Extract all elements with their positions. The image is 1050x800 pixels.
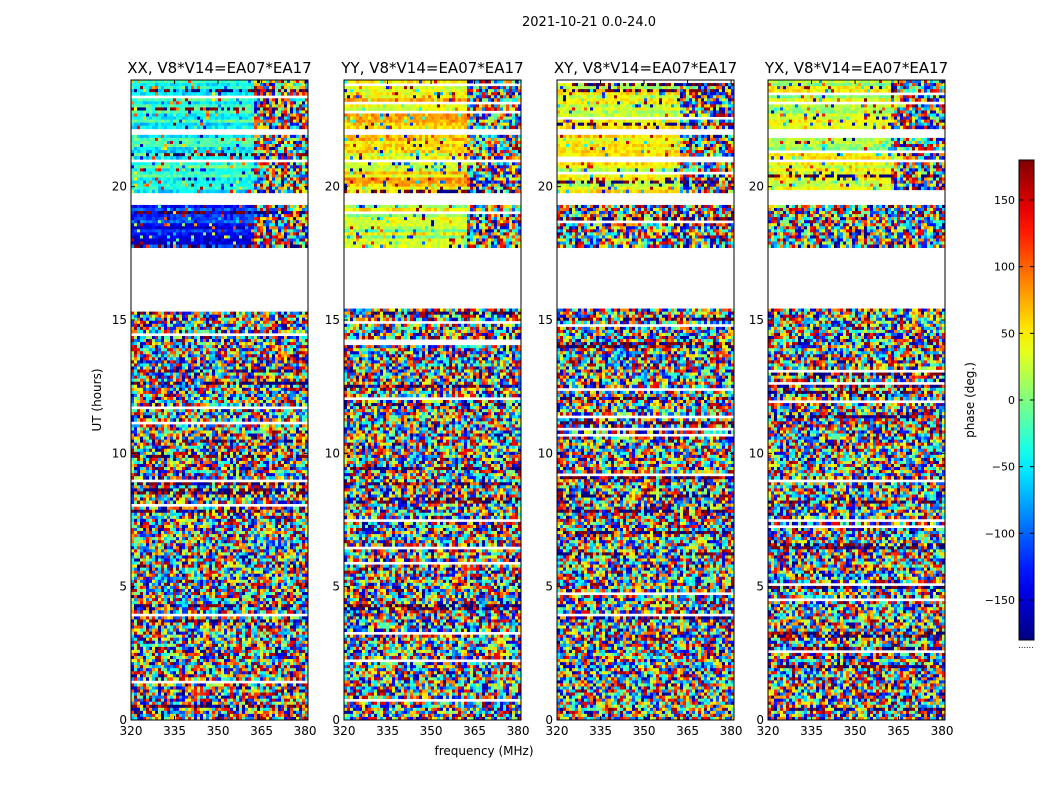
heatmap-cells	[131, 80, 308, 720]
y-tick-label: 5	[756, 580, 764, 594]
colorbar-tick-label: 0	[1008, 394, 1015, 407]
panel-frame	[767, 79, 946, 721]
panel-frame	[130, 79, 309, 721]
x-tick-label: 320	[757, 724, 780, 738]
y-tick-label: 20	[112, 180, 127, 194]
colorbar-tick-label: −50	[992, 461, 1015, 474]
colorbar-tick-label: 100	[994, 261, 1015, 274]
x-tick-label: 365	[887, 724, 910, 738]
panel-frame	[343, 79, 522, 721]
heatmap-cells	[768, 80, 945, 720]
x-axis-label: frequency (MHz)	[434, 744, 533, 758]
x-tick-label: 335	[800, 724, 823, 738]
x-tick-label: 335	[589, 724, 612, 738]
figure-title: 2021-10-21 0.0-24.0	[522, 15, 656, 30]
panel-0: XX, V8*V14=EA07*EA17 320 335 350 365 380 0 5 10 1…	[112, 59, 317, 738]
y-tick-label: 5	[119, 580, 127, 594]
heatmap-cells	[344, 80, 521, 720]
x-tick-label: 350	[420, 724, 443, 738]
y-tick-label: 0	[756, 713, 764, 727]
panel-title: YX, V8*V14=EA07*EA17	[764, 59, 948, 77]
colorbar-tick-label: 150	[994, 194, 1015, 207]
y-tick-label: 15	[538, 313, 553, 327]
panel-title: YY, V8*V14=EA07*EA17	[340, 59, 523, 77]
x-tick-label: 380	[294, 724, 317, 738]
heatmap-cells	[557, 83, 734, 720]
x-tick-label: 365	[676, 724, 699, 738]
y-tick-label: 0	[119, 713, 127, 727]
y-tick-label: 0	[332, 713, 340, 727]
panels-group: XX, V8*V14=EA07*EA17 320 335 350 365 380 0 5 10 1…	[112, 59, 954, 738]
y-tick-label: 20	[749, 180, 764, 194]
panel-frame	[556, 79, 735, 721]
x-tick-label: 335	[376, 724, 399, 738]
panel-3: YX, V8*V14=EA07*EA17 320 335 350 365 380 0 5 10 1…	[749, 59, 954, 738]
y-tick-label: 15	[325, 313, 340, 327]
x-tick-label: 380	[720, 724, 743, 738]
colorbar-tick-label: −100	[985, 527, 1015, 540]
colorbar-tick-label: −150	[985, 594, 1015, 607]
x-tick-label: 335	[163, 724, 186, 738]
y-tick-label: 5	[332, 580, 340, 594]
y-tick-label: 10	[538, 446, 553, 460]
x-tick-label: 350	[844, 724, 867, 738]
y-tick-label: 10	[325, 446, 340, 460]
colorbar-label: phase (deg.)	[963, 362, 977, 438]
x-tick-label: 350	[633, 724, 656, 738]
y-tick-label: 15	[112, 313, 127, 327]
x-tick-label: 365	[463, 724, 486, 738]
y-tick-label: 20	[538, 180, 553, 194]
panel-2: XY, V8*V14=EA07*EA17 320 335 350 365 380 0 5 10 1…	[538, 59, 743, 738]
x-tick-label: 320	[120, 724, 143, 738]
x-tick-label: 320	[546, 724, 569, 738]
y-axis-label: UT (hours)	[90, 368, 104, 431]
y-tick-label: 5	[545, 580, 553, 594]
panel-1: YY, V8*V14=EA07*EA17 320 335 350 365 380 0 5 10 1…	[325, 59, 530, 738]
colorbar: −150 −100 −50 0 50 100 150	[985, 159, 1035, 641]
x-tick-label: 380	[507, 724, 530, 738]
y-tick-label: 0	[545, 713, 553, 727]
y-tick-label: 10	[749, 446, 764, 460]
colorbar-tick-label: 50	[1001, 327, 1015, 340]
x-tick-label: 380	[931, 724, 954, 738]
panel-title: XY, V8*V14=EA07*EA17	[554, 59, 737, 77]
x-tick-label: 350	[207, 724, 230, 738]
y-tick-label: 15	[749, 313, 764, 327]
panel-title: XX, V8*V14=EA07*EA17	[127, 59, 311, 77]
x-tick-label: 320	[333, 724, 356, 738]
colorbar-footer: ......	[1018, 641, 1033, 650]
y-tick-label: 20	[325, 180, 340, 194]
x-tick-label: 365	[250, 724, 273, 738]
y-tick-label: 10	[112, 446, 127, 460]
